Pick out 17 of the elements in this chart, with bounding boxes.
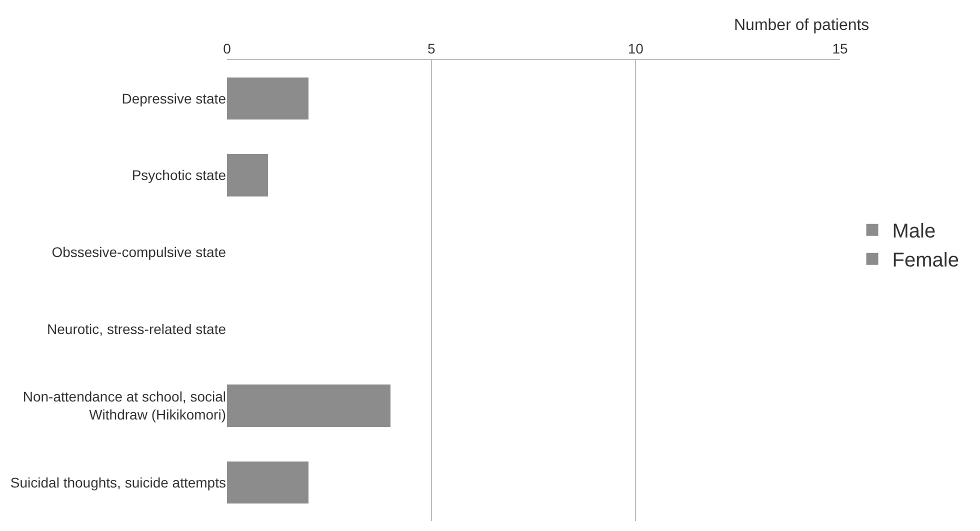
y-tick-label: Depressive state	[122, 90, 226, 106]
y-tick-label: Suicidal thoughts, suicide attempts	[10, 474, 226, 490]
legend-label: Female	[892, 250, 959, 272]
bar	[227, 77, 309, 120]
x-axis-title: Number of patients	[734, 17, 870, 34]
y-tick-label: Obssesive-compulsive state	[52, 244, 226, 260]
bar	[227, 154, 268, 196]
y-tick-label: Psychotic state	[132, 167, 226, 184]
y-tick-label: Neurotic, stress-related state	[47, 320, 226, 337]
x-tick-label: 15	[832, 40, 848, 56]
x-tick-label: 5	[427, 40, 436, 56]
x-tick-label: 10	[628, 40, 644, 56]
x-tick-label: 0	[223, 40, 232, 56]
bar	[227, 384, 390, 427]
bar	[227, 461, 309, 504]
y-tick-label: Non-attendance at school, social Withdraw (Hikikomori)	[22, 388, 226, 423]
legend-label: Male	[892, 220, 936, 243]
